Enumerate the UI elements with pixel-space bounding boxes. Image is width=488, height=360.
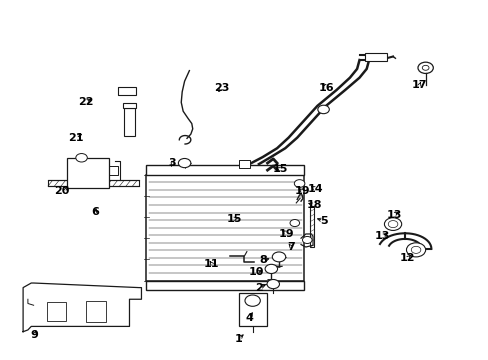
Text: 13: 13 <box>374 231 389 242</box>
Text: 8: 8 <box>259 256 267 265</box>
Bar <box>118 87 136 95</box>
Bar <box>48 180 139 186</box>
Text: 15: 15 <box>272 165 287 174</box>
Text: 21: 21 <box>68 133 83 143</box>
Text: 20: 20 <box>54 186 69 196</box>
Circle shape <box>289 220 299 226</box>
Bar <box>238 160 250 168</box>
Text: 2: 2 <box>254 283 262 293</box>
Circle shape <box>302 237 311 243</box>
Text: 1: 1 <box>234 334 242 344</box>
Circle shape <box>410 246 420 253</box>
Text: 17: 17 <box>411 80 427 90</box>
Bar <box>122 103 136 108</box>
Text: 22: 22 <box>78 97 93 107</box>
Text: 12: 12 <box>399 253 414 263</box>
Text: 6: 6 <box>91 207 99 217</box>
Text: 7: 7 <box>287 242 295 252</box>
Bar <box>123 108 135 136</box>
Text: 10: 10 <box>248 267 264 278</box>
Bar <box>238 293 266 327</box>
Text: 13: 13 <box>386 210 401 220</box>
Bar <box>365 53 386 61</box>
Circle shape <box>244 295 260 306</box>
Circle shape <box>417 62 432 73</box>
Bar <box>309 207 314 247</box>
Bar <box>146 280 304 291</box>
Circle shape <box>317 105 328 114</box>
Polygon shape <box>267 279 275 281</box>
Bar <box>86 301 105 322</box>
Text: 9: 9 <box>31 330 39 340</box>
Circle shape <box>406 243 425 257</box>
Text: 16: 16 <box>319 82 334 93</box>
Text: 3: 3 <box>168 158 176 168</box>
Text: 4: 4 <box>245 313 253 323</box>
Circle shape <box>294 180 304 188</box>
Circle shape <box>384 218 401 230</box>
Text: 15: 15 <box>226 214 241 224</box>
Circle shape <box>272 252 285 262</box>
Circle shape <box>178 158 190 168</box>
Bar <box>67 158 109 188</box>
Text: 19: 19 <box>278 229 294 239</box>
Polygon shape <box>275 266 282 267</box>
Bar <box>146 175 304 280</box>
Text: 18: 18 <box>305 201 321 210</box>
Circle shape <box>266 279 279 289</box>
Circle shape <box>264 264 277 274</box>
Text: 14: 14 <box>307 184 323 194</box>
Text: 19: 19 <box>295 186 310 196</box>
Circle shape <box>387 221 397 228</box>
Bar <box>47 302 66 321</box>
Bar <box>146 165 304 175</box>
Circle shape <box>76 154 87 162</box>
Text: 5: 5 <box>319 216 326 226</box>
Text: 11: 11 <box>204 259 219 269</box>
Circle shape <box>422 66 428 70</box>
Text: 23: 23 <box>213 82 229 93</box>
